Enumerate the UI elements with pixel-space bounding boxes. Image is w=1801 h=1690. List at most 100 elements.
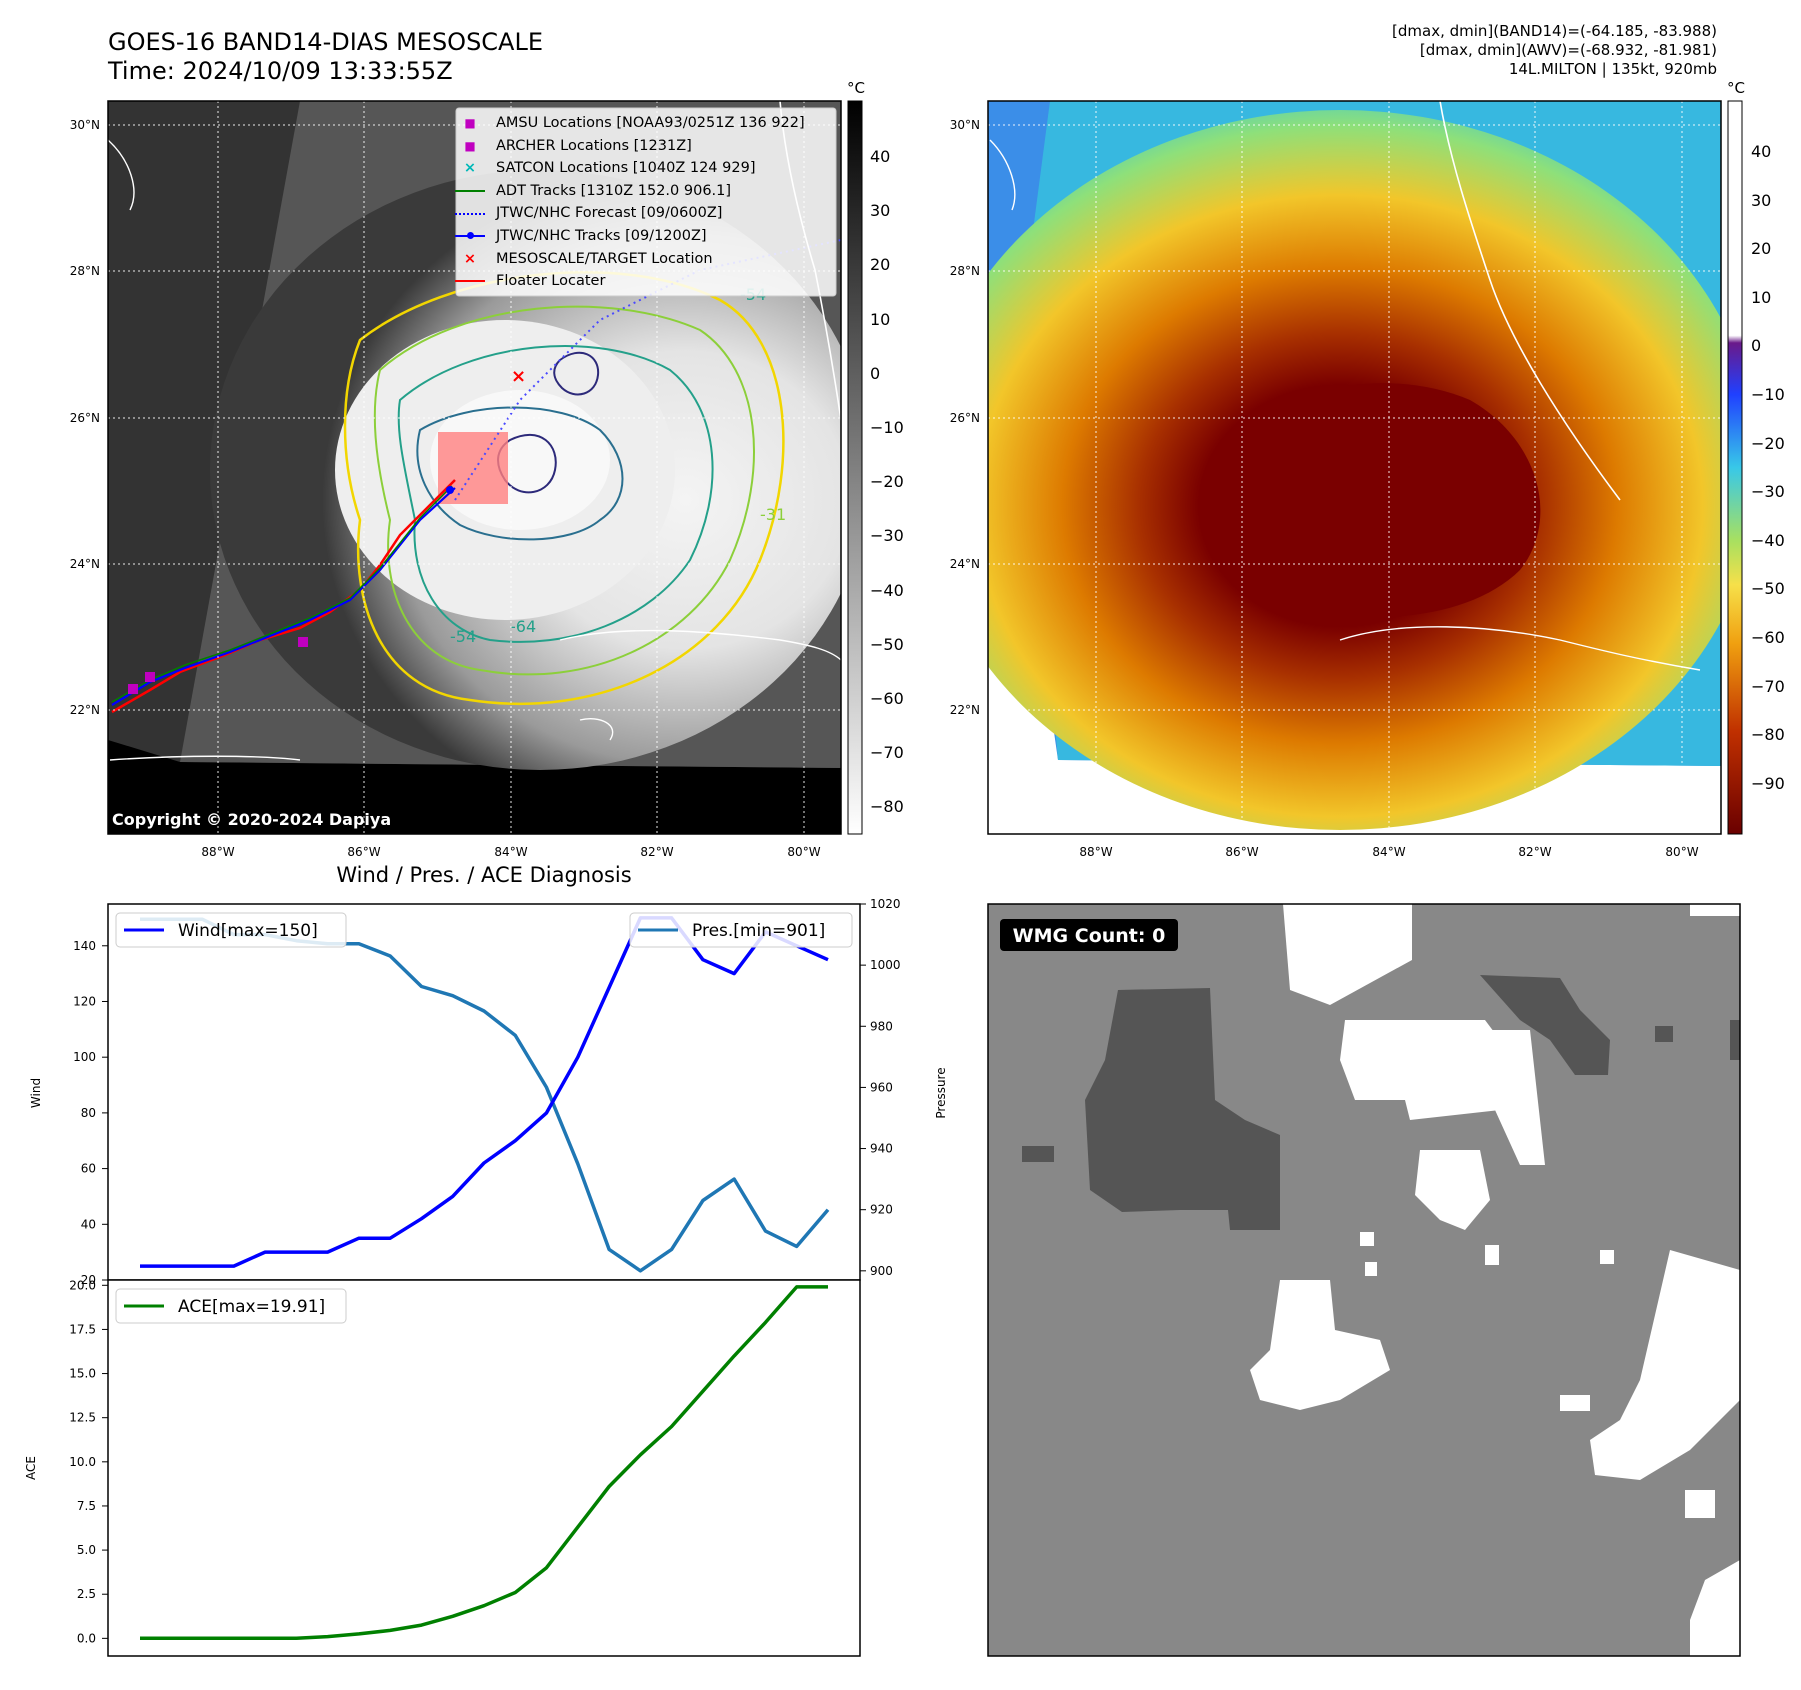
right-lat-26: 26°N [950,411,980,425]
left-cbar-tick: −70 [870,743,904,762]
right-lat-30: 30°N [950,118,980,132]
legend-forecast: JTWC/NHC Forecast [09/0600Z] [455,202,834,225]
ace-tick-label: 10.0 [69,1455,96,1469]
diagnosis-chart: 140 120 100 80 60 40 20 1020 1000 980 960 940 920 90… [24,897,948,1657]
right-cbar-tick: 30 [1751,191,1771,210]
left-lon-84: 84°W [494,845,527,859]
wind-tick-label: 120 [73,994,96,1008]
diagnosis-title: Wind / Pres. / ACE Diagnosis [336,863,632,887]
legend-mesoscale: × MESOSCALE/TARGET Location [458,248,834,271]
ace-tick-label: 7.5 [77,1499,96,1513]
right-cbar-tick: −40 [1751,531,1785,550]
wind-tick-label: 80 [81,1106,96,1120]
right-lon-84: 84°W [1372,845,1405,859]
pressure-tick-label: 1020 [870,897,901,911]
title-line-2: Time: 2024/10/09 13:33:55Z [108,57,453,85]
dotted-line-icon [455,212,485,215]
awv-range: [dmax, dmin](AWV)=(-68.932, -81.981) [1419,41,1717,59]
square-marker-icon: ■ [464,116,476,130]
ace-series-line [140,1285,828,1641]
right-map-panel: 30°N 28°N 26°N 24°N 22°N 88°W 86°W 84°W … [950,79,1785,859]
ace-tick-label: 0.0 [77,1631,96,1645]
left-cbar-tick: 0 [870,364,880,383]
left-map-panel: -54 -64 -54 -31 × [70,79,904,859]
ace-tick-label: 5.0 [77,1543,96,1557]
left-map-legend: ■ AMSU Locations [NOAA93/0251Z 136 922] … [455,112,834,293]
wind-tick-label: 140 [73,939,96,953]
ace-tick-label: 12.5 [69,1411,96,1425]
legend-archer: ■ ARCHER Locations [1231Z] [458,135,834,158]
pressure-tick-label: 940 [870,1142,893,1156]
right-cbar-tick: −10 [1751,385,1785,404]
left-lon-86: 86°W [347,845,380,859]
right-lon-88: 88°W [1079,845,1112,859]
left-cbar-tick: 10 [870,310,890,329]
right-lat-28: 28°N [950,264,980,278]
left-lat-30: 30°N [70,118,100,132]
wind-tick-label: 40 [81,1217,96,1231]
left-lon-82: 82°W [640,845,673,859]
legend-adt: ADT Tracks [1310Z 152.0 906.1] [455,180,834,203]
right-cbar-tick: 10 [1751,288,1771,307]
left-cbar-tick: −10 [870,418,904,437]
wind-axis-label: Wind [29,1078,43,1108]
header-stats: [dmax, dmin](BAND14)=(-64.185, -83.988) … [1392,22,1717,79]
chart-title: GOES-16 BAND14-DIAS MESOSCALE Time: 2024… [108,28,543,86]
right-lat-24: 24°N [950,557,980,571]
legend-tracks: JTWC/NHC Tracks [09/1200Z] [455,225,834,248]
legend-amsu: ■ AMSU Locations [NOAA93/0251Z 136 922] [458,112,834,135]
right-colorbar-unit: °C [1727,79,1745,97]
contour-label-1: -54 [450,627,476,646]
left-cbar-tick: 40 [870,147,890,166]
square-marker-icon: ■ [464,138,476,153]
right-cbar-tick: −70 [1751,677,1785,696]
left-cbar-tick: −80 [870,797,904,816]
copyright-text: Copyright © 2020-2024 Dapiya [112,810,391,829]
legend-label: MESOSCALE/TARGET Location [496,250,713,267]
right-cbar-tick: −60 [1751,628,1785,647]
pressure-tick-label: 960 [870,1080,893,1094]
wind-legend-label: Wind[max=150] [178,921,318,941]
x-marker-icon: × [463,250,477,267]
left-colorbar-unit: °C [847,79,865,97]
wind-tick-label: 100 [73,1050,96,1064]
right-cbar-tick: −30 [1751,482,1785,501]
wmg-panel: WMG Count: 0 [987,903,1741,1657]
right-lon-86: 86°W [1225,845,1258,859]
right-cbar-tick: 20 [1751,239,1771,258]
left-cbar-tick: −50 [870,635,904,654]
contour-label-4: -31 [760,505,786,524]
right-lat-22: 22°N [950,703,980,717]
left-lat-28: 28°N [70,264,100,278]
left-cbar-tick: −60 [870,689,904,708]
legend-label: JTWC/NHC Forecast [09/0600Z] [496,205,723,222]
legend-label: Floater Locater [496,273,606,290]
legend-label: ADT Tracks [1310Z 152.0 906.1] [496,182,732,199]
right-cbar-tick: −80 [1751,725,1785,744]
right-cbar-tick: 40 [1751,142,1771,161]
right-cbar-tick: −20 [1751,434,1785,453]
wind-series-line [140,916,829,1268]
legend-floater: Floater Locater [455,270,834,293]
ace-tick-label: 17.5 [69,1322,96,1336]
wmg-count-label: WMG Count: 0 [1013,925,1166,947]
pressure-axis-label: Pressure [934,1067,948,1118]
ace-legend-label: ACE[max=19.91] [178,1297,325,1317]
ace-tick-label: 20.0 [69,1278,96,1292]
right-cbar-tick: −50 [1751,579,1785,598]
wind-tick-label: 20 [81,1273,96,1287]
left-lat-22: 22°N [70,703,100,717]
solid-line-icon [455,190,485,193]
pressure-legend-label: Pres.[min=901] [692,921,825,941]
left-lat-26: 26°N [70,411,100,425]
wind-tick-label: 60 [81,1162,96,1176]
svg-text:×: × [511,366,526,387]
left-lon-88: 88°W [201,845,234,859]
left-cbar-tick: −20 [870,472,904,491]
left-cbar-tick: 30 [870,201,890,220]
left-cbar-tick: −40 [870,581,904,600]
right-cbar-tick: 0 [1751,336,1761,355]
legend-label: SATCON Locations [1040Z 124 929] [496,160,756,177]
pressure-tick-label: 980 [870,1019,893,1033]
legend-label: ARCHER Locations [1231Z] [496,137,692,154]
